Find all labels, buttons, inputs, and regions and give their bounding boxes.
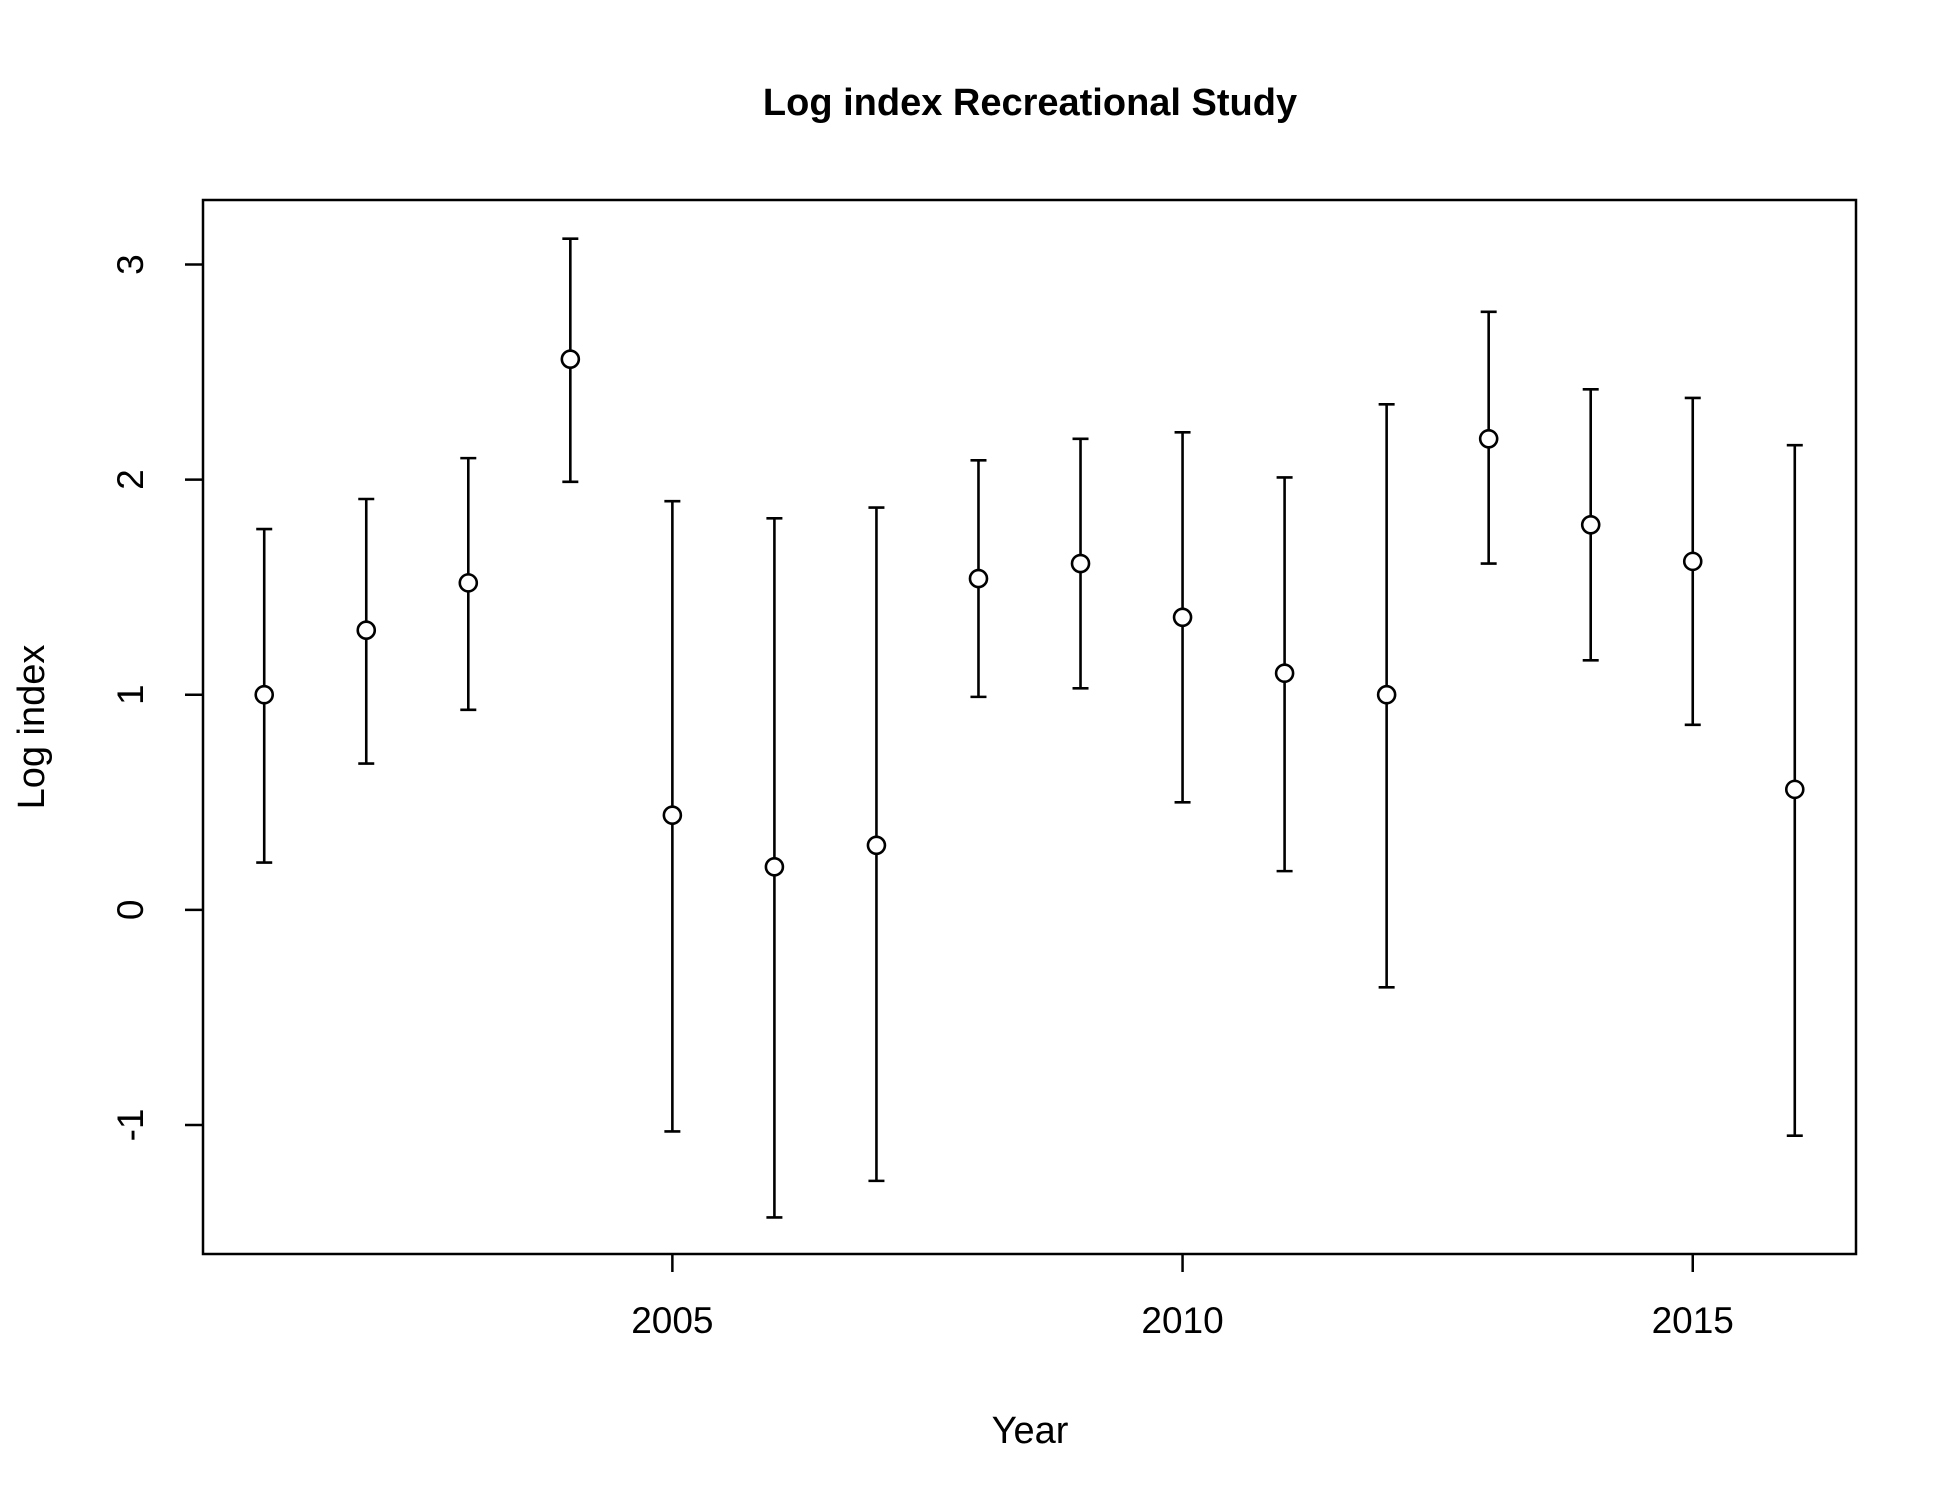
- data-point: [1172, 607, 1193, 628]
- data-series: [254, 237, 1805, 1219]
- y-tick-label: 3: [110, 254, 151, 275]
- y-axis: -1 0 1 2 3: [110, 254, 203, 1141]
- data-point: [1070, 553, 1091, 574]
- data-point-group: [458, 456, 479, 712]
- x-tick-label: 2015: [1652, 1300, 1734, 1341]
- data-point: [356, 620, 377, 641]
- data-point-group: [1682, 396, 1703, 727]
- data-point-group: [560, 237, 581, 484]
- plot-frame: [201, 198, 1858, 1256]
- y-tick-label: 1: [110, 684, 151, 705]
- data-point: [1376, 684, 1397, 705]
- data-point: [1478, 428, 1499, 449]
- y-tick-label: -1: [110, 1108, 151, 1141]
- data-point-group: [968, 458, 989, 699]
- data-point: [254, 684, 275, 705]
- data-point-group: [662, 499, 683, 1133]
- data-point-group: [764, 517, 785, 1219]
- data-point: [662, 805, 683, 825]
- data-point: [764, 857, 785, 877]
- data-point: [968, 568, 989, 589]
- data-point-group: [254, 527, 275, 864]
- y-axis-label: Log index: [11, 645, 53, 810]
- data-point-group: [1172, 431, 1193, 804]
- x-tick-label: 2010: [1141, 1300, 1223, 1341]
- data-point-group: [1070, 437, 1091, 690]
- x-axis-label: Year: [992, 1410, 1069, 1452]
- data-point: [1682, 551, 1703, 572]
- data-point: [1274, 663, 1295, 684]
- data-point-group: [1274, 476, 1295, 873]
- data-point: [1784, 779, 1805, 800]
- data-point-group: [866, 506, 887, 1183]
- data-point-group: [1580, 387, 1601, 662]
- x-tick-label: 2005: [631, 1300, 713, 1341]
- data-point: [866, 835, 887, 856]
- data-point-group: [1478, 310, 1499, 565]
- data-point: [1580, 515, 1601, 535]
- y-tick-label: 0: [110, 900, 151, 921]
- x-axis: 2005 2010 2015: [631, 1254, 1734, 1341]
- data-point-group: [356, 497, 377, 765]
- chart-title: Log index Recreational Study: [763, 82, 1297, 124]
- data-point-group: [1784, 443, 1805, 1137]
- data-point: [458, 573, 479, 593]
- y-tick-label: 2: [110, 469, 151, 490]
- data-point: [560, 349, 581, 369]
- data-point-group: [1376, 403, 1397, 989]
